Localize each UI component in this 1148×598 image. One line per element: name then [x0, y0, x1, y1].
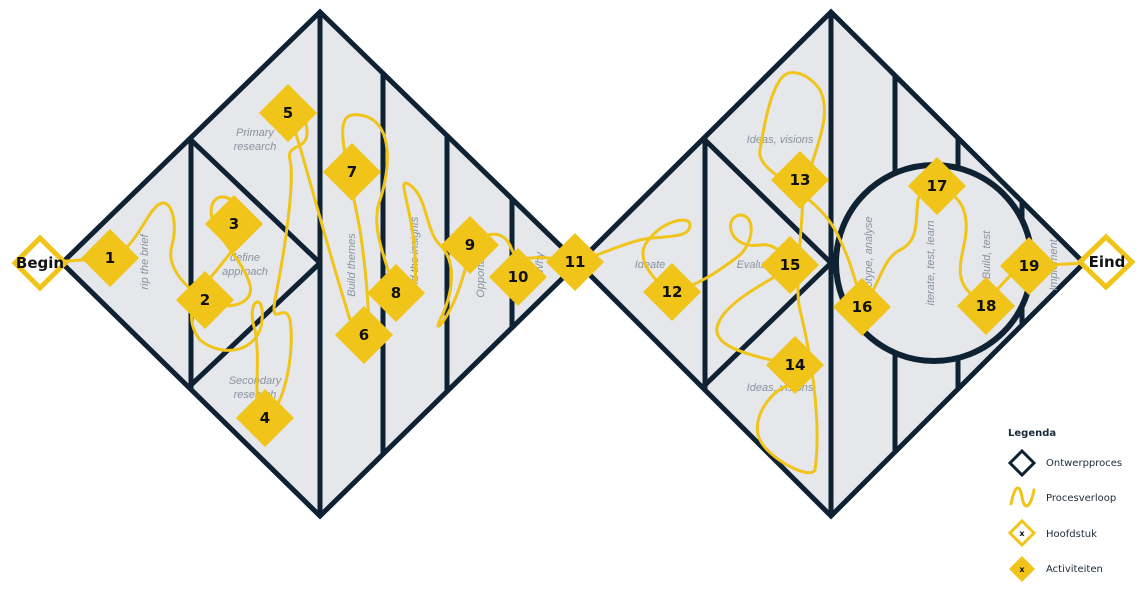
label-rip-the-brief: rip the brief: [139, 234, 151, 290]
activity-diamond-icon: [766, 336, 824, 394]
activity-marker: 6: [335, 306, 393, 364]
activity-marker: 17: [908, 157, 966, 215]
navy-diamond-outline-icon: [1007, 448, 1037, 478]
activity-marker: 13: [771, 151, 829, 209]
activity-number: 6: [359, 326, 369, 344]
activity-marker: 16: [833, 278, 891, 336]
legend-marker-hoofdstuk: x: [1019, 529, 1025, 538]
activity-number: 12: [662, 283, 683, 301]
activity-number: 5: [283, 104, 293, 122]
activity-marker: 4: [236, 389, 294, 447]
activity-number: 4: [260, 409, 270, 427]
divider-r6: [703, 138, 833, 265]
legend-item-procesverloop: Procesverloop: [1046, 493, 1116, 504]
activity-diamond-icon: [259, 84, 317, 142]
activity-marker: 2: [176, 271, 234, 329]
divider-l7: [189, 261, 322, 387]
activity-diamond-icon: [236, 389, 294, 447]
activity-marker: 3: [205, 195, 263, 253]
activity-diamond-icon: [908, 157, 966, 215]
activity-diamond-icon: [323, 143, 381, 201]
label-primary-research-1: Primary: [236, 127, 275, 139]
activity-marker: 15: [761, 236, 819, 294]
activity-number: 1: [105, 249, 115, 267]
activity-number: 3: [229, 215, 239, 233]
activity-marker: 14: [766, 336, 824, 394]
activity-marker: 11: [546, 233, 604, 291]
begin-diamond-icon: [11, 234, 69, 292]
activity-diamond-icon: [81, 229, 139, 287]
label-ideate: Ideate: [635, 259, 666, 271]
label-ideas-visions-top: Ideas, visions: [747, 134, 814, 146]
activity-marker: 5: [259, 84, 317, 142]
left-diamond: [58, 8, 582, 520]
activity-marker: 9: [441, 216, 499, 274]
yellow-outline-diamond-icon: [1007, 518, 1037, 548]
yellow-filled-diamond-icon: [1009, 556, 1035, 582]
legend-item-ontwerpproces: Ontwerpproces: [1046, 458, 1122, 469]
legend-marker-activiteiten: x: [1019, 565, 1025, 574]
activity-marker: 8: [367, 264, 425, 322]
activity-number: 9: [465, 236, 475, 254]
label-primary-research-2: research: [234, 141, 277, 153]
activity-diamond-icon: [957, 277, 1015, 335]
legend-item-hoofdstuk: Hoofdstuk: [1046, 529, 1097, 540]
activity-diamond-icon: [176, 271, 234, 329]
activity-number: 14: [785, 356, 806, 374]
activity-diamond-icon: [761, 236, 819, 294]
activity-diamond-icon: [643, 263, 701, 321]
activity-diamond-icon: [833, 278, 891, 336]
chapter-begin: Begin: [11, 234, 69, 292]
activity-number: 16: [852, 298, 873, 316]
activity-diamond-icon: [771, 151, 829, 209]
label-iterate: iterate, test, learn: [925, 221, 937, 306]
activity-diamond-icon: [335, 306, 393, 364]
legend-item-activiteiten: Activiteiten: [1046, 564, 1103, 575]
activity-diamond-icon: [205, 195, 263, 253]
chapter-end: Eind: [1076, 233, 1136, 291]
activity-number: 11: [565, 253, 586, 271]
activity-number: 15: [780, 256, 801, 274]
divider-l6: [189, 138, 322, 265]
activity-diamond-icon: [367, 264, 425, 322]
activity-number: 18: [976, 297, 997, 315]
activity-number: 7: [347, 163, 357, 181]
activity-diamond-icon: [489, 248, 547, 306]
activity-marker: 18: [957, 277, 1015, 335]
activity-marker: 10: [489, 248, 547, 306]
activity-marker: 12: [643, 263, 701, 321]
activity-number: 17: [927, 177, 948, 195]
activity-number: 2: [200, 291, 210, 309]
label-build-test: Build, test: [981, 230, 993, 279]
end-label: Eind: [1089, 253, 1126, 271]
label-build-themes: Build themes: [346, 233, 358, 297]
yellow-squiggle-icon: [1009, 486, 1036, 508]
activity-marker: 19: [1000, 237, 1058, 295]
activity-diamond-icon: [441, 216, 499, 274]
activity-number: 19: [1019, 257, 1040, 275]
divider-r7: [703, 261, 833, 387]
activity-diamond-icon: [546, 233, 604, 291]
activity-marker: 1: [81, 229, 139, 287]
activity-number: 8: [391, 284, 401, 302]
end-diamond-icon: [1076, 233, 1136, 291]
begin-label: Begin: [16, 254, 64, 272]
activity-number: 10: [508, 268, 529, 286]
activity-number: 13: [790, 171, 811, 189]
legend: Legenda Ontwerpproces Procesverloop x Ho…: [1007, 428, 1122, 582]
activity-diamond-icon: [1000, 237, 1058, 295]
legend-title: Legenda: [1008, 428, 1056, 439]
activity-marker: 7: [323, 143, 381, 201]
